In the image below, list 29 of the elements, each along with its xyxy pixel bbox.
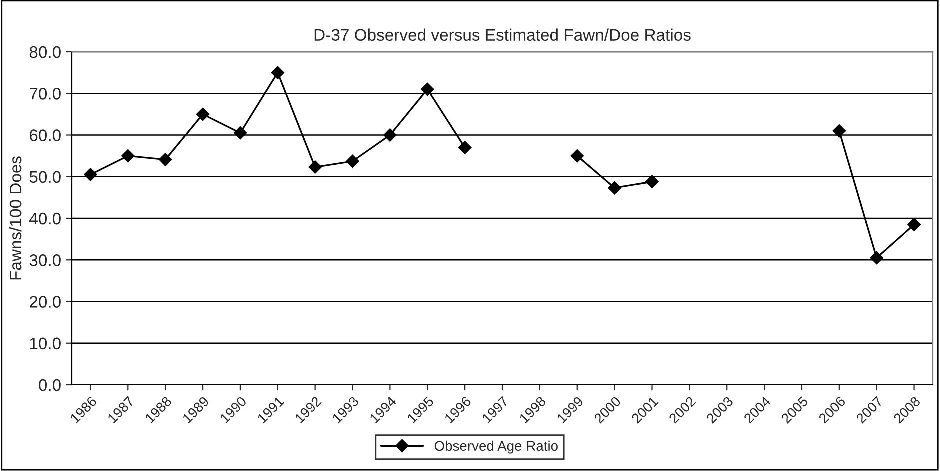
- y-tick-label: 30.0: [30, 254, 61, 266]
- point: [458, 141, 472, 154]
- point: [384, 128, 397, 142]
- y-tick-label: 0.0: [39, 379, 61, 392]
- legend-label: Observed Age Ratio: [434, 440, 558, 454]
- y-tick-label: 40.0: [30, 212, 61, 225]
- y-tick-label: 50.0: [30, 171, 61, 184]
- point: [870, 251, 884, 265]
- point: [122, 149, 135, 163]
- point: [84, 168, 98, 182]
- point: [271, 66, 284, 80]
- point: [570, 149, 584, 163]
- y-tick-label: 20.0: [30, 296, 61, 308]
- point: [421, 82, 434, 96]
- y-tick-label: 70.0: [30, 88, 61, 100]
- point: [308, 160, 322, 174]
- y-axis-title: Fawns/100 Does: [9, 156, 22, 280]
- y-tick-label: 10.0: [30, 338, 61, 350]
- point: [196, 108, 210, 122]
- point: [346, 154, 360, 168]
- point: [159, 153, 172, 166]
- point: [234, 126, 248, 140]
- y-tick-label: 60.0: [30, 130, 61, 142]
- y-tick-label: 80.0: [30, 46, 61, 58]
- point: [608, 182, 622, 195]
- chart-title: D-37 Observed versus Estimated Fawn/Doe Ratios: [314, 28, 691, 42]
- point: [908, 218, 921, 232]
- point: [832, 124, 846, 138]
- point: [646, 175, 659, 188]
